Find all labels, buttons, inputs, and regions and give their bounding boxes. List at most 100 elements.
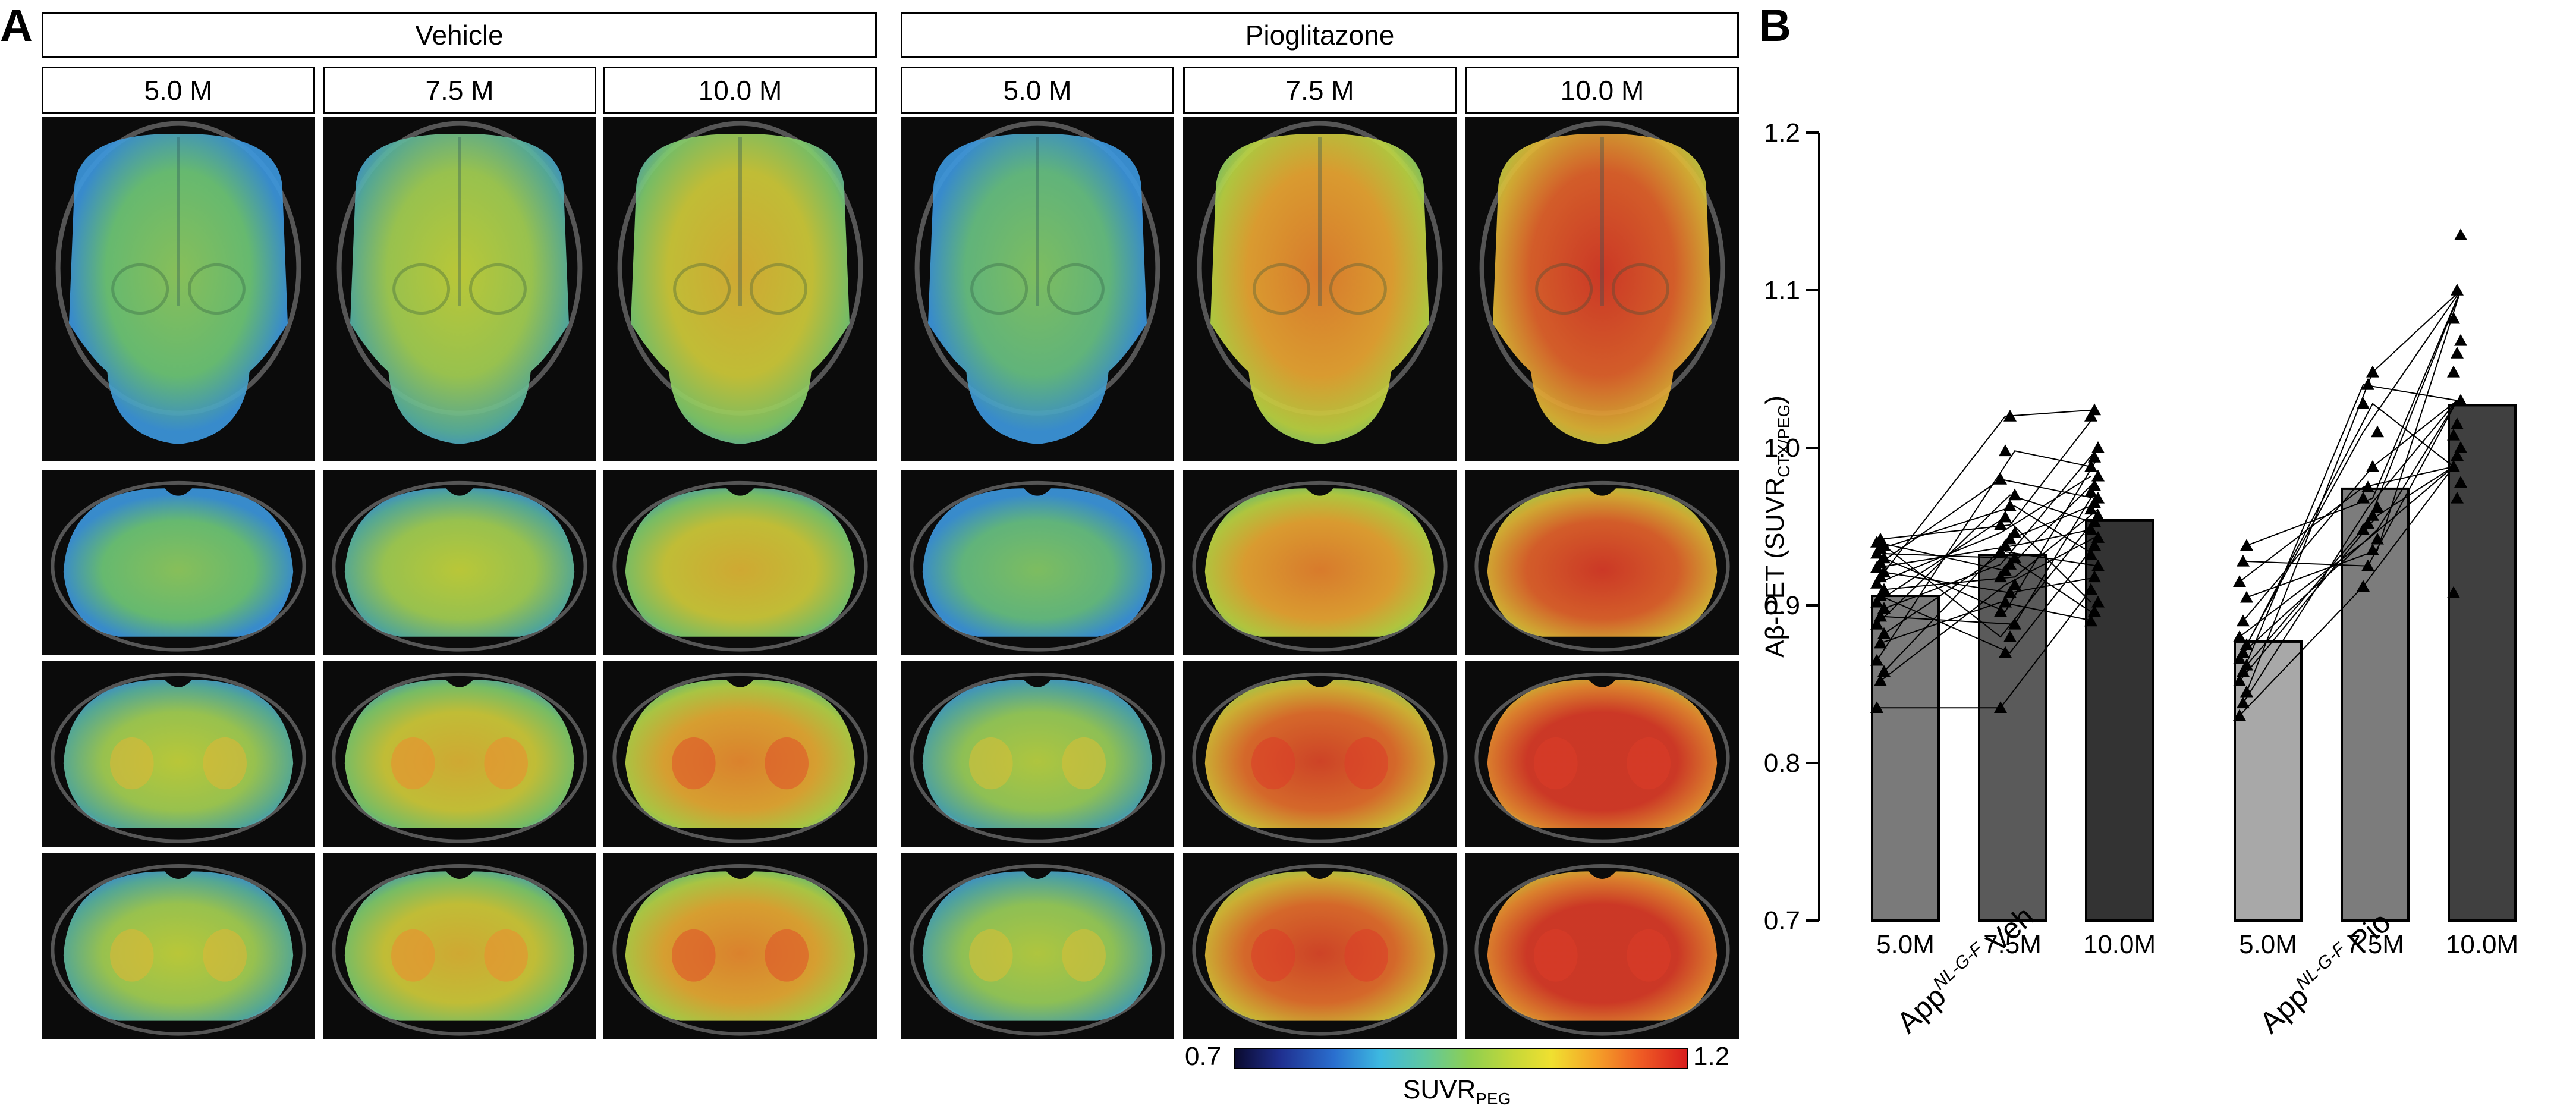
data-point (2084, 523, 2097, 535)
colorbar-title-main: SUVR (1403, 1075, 1476, 1104)
data-point (2084, 548, 2097, 560)
data-point (2357, 523, 2370, 535)
data-point (1999, 646, 2012, 658)
data-point (1870, 654, 1883, 666)
subject-line (1876, 529, 2091, 568)
data-point (2233, 709, 2246, 721)
data-point (1874, 674, 1887, 686)
pet-brain-image (42, 470, 315, 655)
pet-brain-image (1183, 853, 1457, 1039)
pet-brain-image (323, 853, 596, 1039)
data-point (2233, 630, 2246, 642)
bar (2341, 487, 2410, 922)
data-point (2088, 539, 2101, 551)
data-point (2237, 554, 2250, 567)
x-tick-label: 10.0M (2446, 930, 2518, 959)
subject-line (2246, 290, 2461, 598)
data-point (2366, 365, 2379, 378)
data-point (2084, 410, 2097, 422)
data-point (2084, 485, 2097, 497)
pet-brain-image (1183, 117, 1457, 461)
data-point (2003, 630, 2017, 642)
bar (2234, 640, 2303, 922)
subject-line (2239, 466, 2454, 583)
data-point (2357, 397, 2370, 409)
bar (2085, 519, 2154, 922)
data-point (2447, 312, 2460, 324)
colorbar-title: SUVRPEG (1403, 1075, 1511, 1108)
data-point (1877, 602, 1891, 614)
data-point (1994, 473, 2007, 485)
data-point (2240, 685, 2253, 698)
subject-line (1883, 508, 2099, 590)
data-point (2361, 480, 2374, 493)
data-point (1999, 444, 2012, 457)
data-point (2091, 469, 2105, 482)
data-point (2454, 334, 2467, 346)
bar-chart: 0.7 0.8 0.9 1.0 1.1 1.2 Aβ-PET (SUVRCTX/PEG) 5.… (1760, 118, 2518, 1039)
data-point (2088, 570, 2101, 583)
subject-line (1880, 409, 2095, 577)
data-point (2240, 539, 2253, 551)
subject-line (2242, 400, 2458, 703)
data-point (2237, 646, 2250, 658)
data-point (1877, 551, 1891, 564)
data-point (2451, 449, 2464, 461)
data-point (2447, 428, 2460, 441)
subject-line (2246, 290, 2461, 546)
pet-brain-image (1465, 853, 1739, 1039)
pet-brain-image (603, 661, 877, 847)
data-point (2361, 378, 2374, 390)
data-point (2091, 531, 2105, 543)
x-tick-label: 10.0M (2083, 930, 2156, 959)
subject-line (1880, 601, 2095, 644)
pet-brain-image (42, 117, 315, 461)
pet-brain-image (1183, 661, 1457, 847)
data-point (2451, 417, 2464, 430)
x-tick-label: 7.5M (2346, 930, 2404, 959)
data-point (2366, 508, 2379, 521)
data-point (2003, 410, 2017, 422)
subject-line (1880, 537, 2095, 681)
data-point (2233, 575, 2246, 588)
data-point (1870, 576, 1883, 589)
data-point (1994, 570, 2007, 583)
y-tick-label: 1.2 (1764, 118, 1800, 147)
data-point (2084, 583, 2097, 595)
data-point (2084, 460, 2097, 472)
data-point (2451, 284, 2464, 296)
data-point (2003, 558, 2017, 570)
data-point (2237, 614, 2250, 627)
data-point (2084, 614, 2097, 627)
data-point (1999, 510, 2012, 523)
colorbar-title-sub: PEG (1476, 1089, 1511, 1108)
data-point (2451, 491, 2464, 504)
timepoint-header: 7.5 M (1183, 67, 1457, 114)
data-point (2240, 638, 2253, 651)
data-point (2091, 508, 2105, 521)
data-point (2003, 586, 2017, 598)
y-axis-label: Aβ-PET (SUVRCTX/PEG) (1760, 395, 1793, 658)
data-point (2366, 460, 2379, 472)
subject-line (1880, 416, 2095, 540)
data-point (2240, 658, 2253, 671)
subject-line (1883, 551, 2099, 634)
data-point (1994, 518, 2007, 530)
data-point (1870, 595, 1883, 608)
timepoint-header: 5.0 M (901, 67, 1174, 114)
timepoint-header: 10.0 M (603, 67, 877, 114)
data-point (1994, 545, 2007, 557)
data-point (2371, 501, 2384, 513)
data-point (2361, 517, 2374, 529)
data-point (2454, 394, 2467, 406)
data-point (2237, 696, 2250, 709)
data-point (2454, 228, 2467, 241)
data-point (2371, 532, 2384, 545)
timepoint-header: 7.5 M (323, 67, 596, 114)
subject-line (1880, 545, 2095, 654)
group-header-pioglitazone: Pioglitazone (901, 12, 1739, 58)
data-point (1877, 583, 1891, 595)
colorbar-min-label: 0.7 (1185, 1042, 1222, 1071)
data-point (1999, 595, 2012, 608)
pet-brain-image (42, 853, 315, 1039)
